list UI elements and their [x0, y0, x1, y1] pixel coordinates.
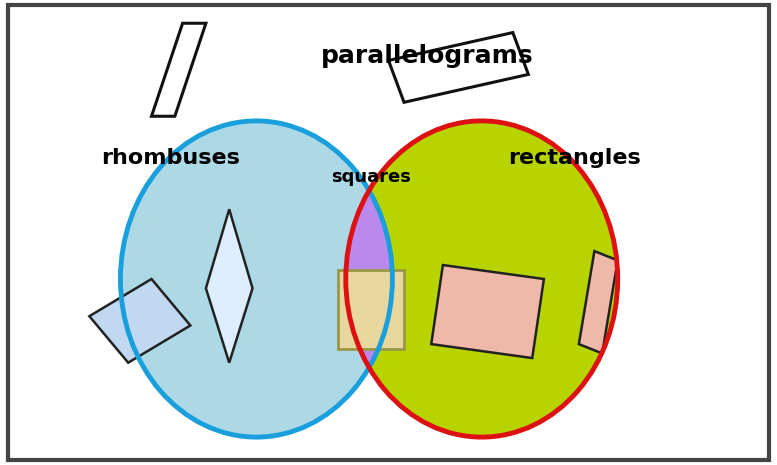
- Text: rhombuses: rhombuses: [102, 148, 240, 168]
- Polygon shape: [431, 265, 544, 358]
- Polygon shape: [152, 23, 206, 116]
- Text: rectangles: rectangles: [509, 148, 641, 168]
- Ellipse shape: [346, 121, 618, 437]
- Polygon shape: [579, 251, 618, 353]
- Bar: [338, 270, 404, 349]
- Polygon shape: [346, 191, 392, 367]
- Text: squares: squares: [332, 168, 411, 186]
- Ellipse shape: [120, 121, 392, 437]
- Polygon shape: [89, 279, 190, 363]
- Polygon shape: [346, 191, 392, 367]
- Text: parallelograms: parallelograms: [321, 44, 534, 68]
- Polygon shape: [388, 33, 528, 102]
- Polygon shape: [206, 209, 253, 363]
